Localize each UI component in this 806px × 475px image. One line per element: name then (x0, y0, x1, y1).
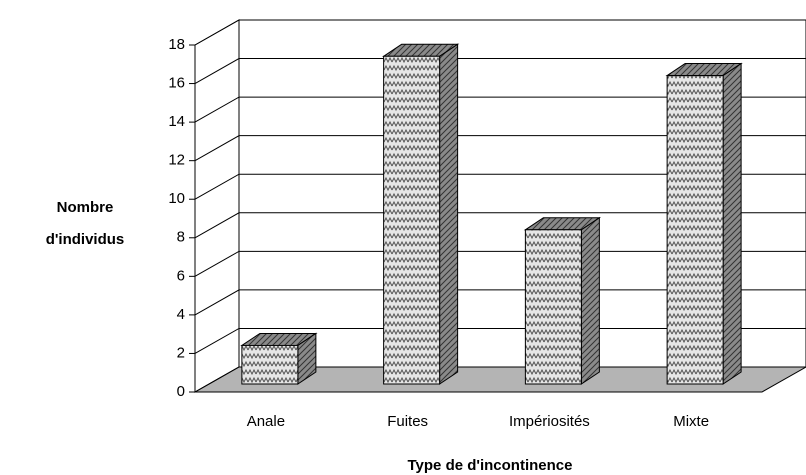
bar-front (666, 75, 724, 385)
grid-line (194, 366, 806, 393)
bar-front (524, 229, 582, 385)
x-tick-label: Mixte (673, 413, 709, 430)
grid-line (194, 96, 806, 123)
y-tick-label: 0 (177, 383, 185, 400)
bar (240, 332, 318, 385)
y-tick-label: 18 (168, 36, 185, 53)
y-tick-label: 16 (168, 75, 185, 92)
x-tick-label: Impériosités (509, 413, 590, 430)
bar-side (439, 43, 459, 385)
grid-line (194, 212, 806, 239)
bar (523, 216, 602, 385)
side-wall (194, 19, 240, 393)
grid-line (194, 250, 806, 277)
grid-line (194, 135, 806, 162)
y-tick-label: 6 (177, 267, 185, 284)
grid-line (194, 173, 806, 200)
bar-front (241, 344, 299, 385)
y-tick-label: 12 (168, 152, 185, 169)
bar-side (722, 62, 742, 385)
x-axis-label: Type de d'incontinence (408, 457, 573, 474)
grid-line (194, 58, 806, 84)
bar (665, 62, 743, 385)
grid-line (194, 289, 806, 316)
y-tick-label: 8 (177, 229, 185, 246)
grid-line (194, 327, 806, 354)
x-tick-label: Fuites (387, 413, 428, 430)
y-axis-label: Nombre d'individus (46, 199, 125, 248)
y-tick-label: 10 (168, 190, 185, 207)
y-tick-label: 2 (177, 344, 185, 361)
y-tick-label: 4 (177, 306, 185, 323)
bar (381, 43, 460, 385)
y-tick-label: 14 (168, 113, 185, 130)
grid-line (194, 19, 806, 46)
x-tick-label: Anale (247, 413, 285, 430)
bar-front (383, 55, 441, 385)
bar-side (580, 216, 600, 385)
